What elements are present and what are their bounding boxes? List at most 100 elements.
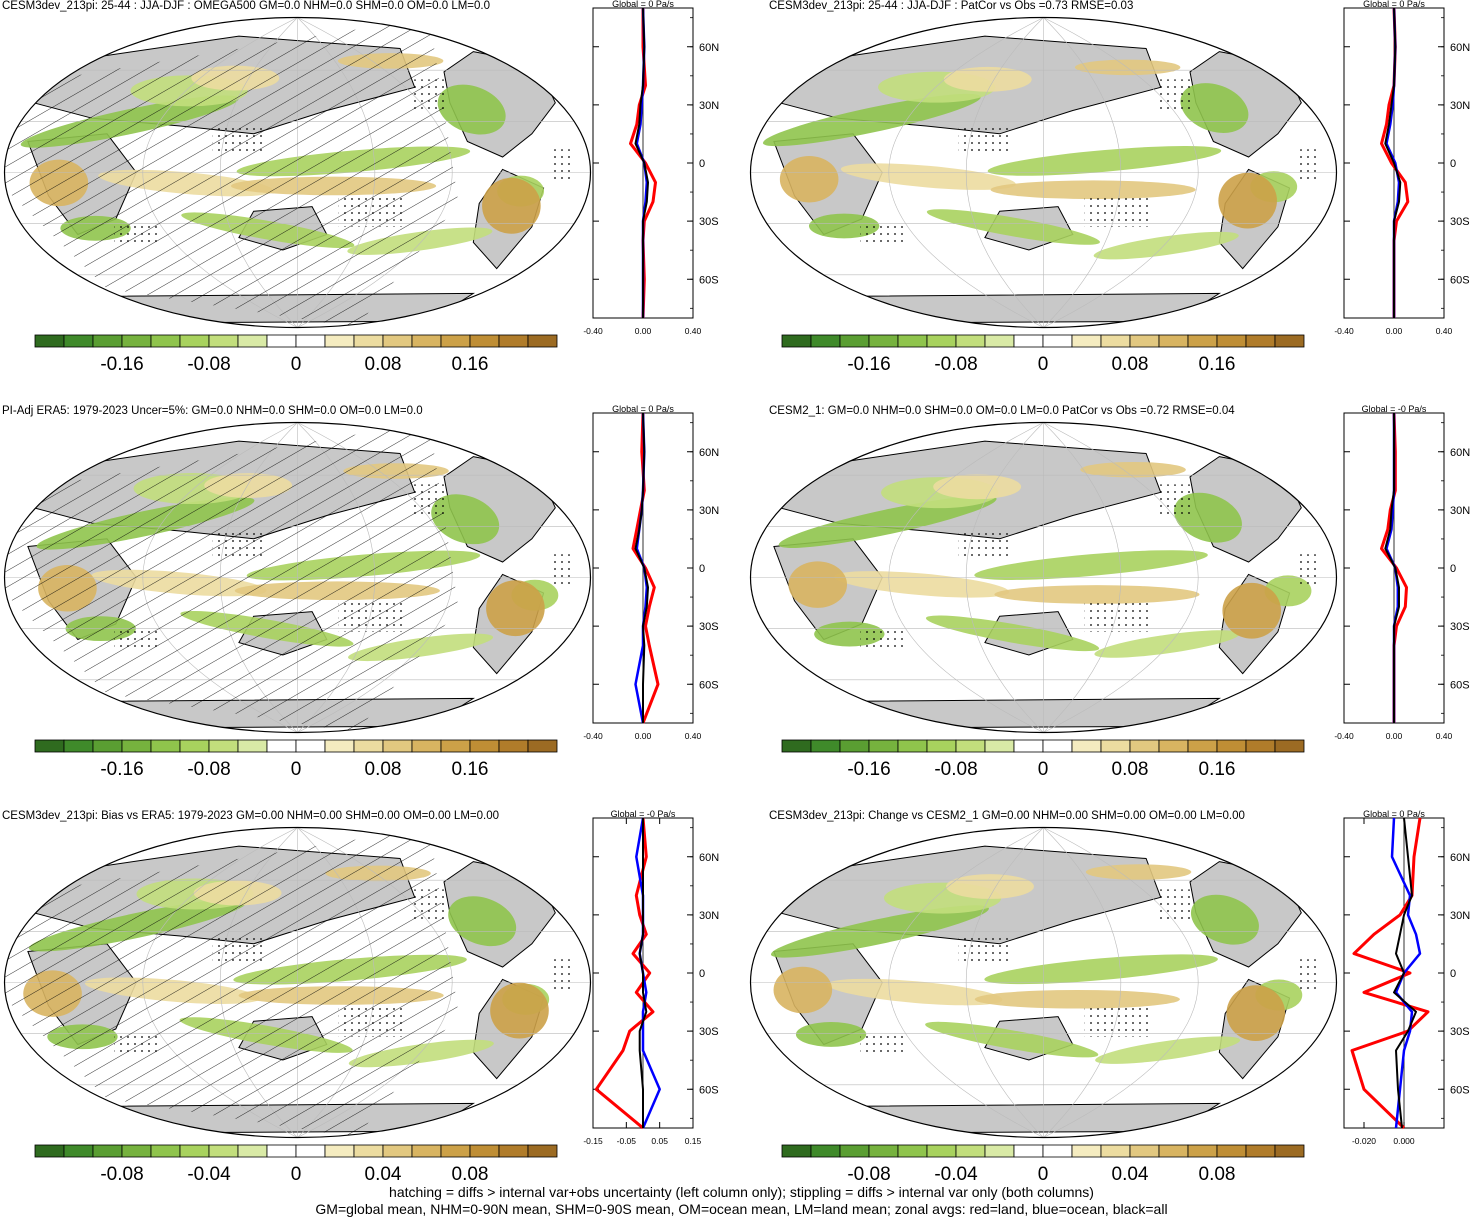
colorbar-tick-label: 0.08 [452, 1164, 489, 1185]
colorbar-swatch [411, 739, 442, 753]
colorbar-tick-label: -0.16 [847, 354, 890, 375]
zonal-plot-title: Global = -0 Pa/s [1362, 405, 1427, 414]
colorbar-swatch [810, 739, 841, 753]
colorbar-tick-label: 0 [291, 759, 302, 780]
colorbar-swatch [121, 1144, 152, 1158]
colorbar-tick-label: 0.08 [1112, 759, 1149, 780]
colorbar-swatch [955, 334, 986, 348]
negative-anomaly-region [762, 93, 981, 147]
panel-title: CESM3dev_213pi: 25-44 : JJA-DJF : PatCor… [769, 0, 1134, 12]
positive-anomaly-region [1080, 461, 1186, 478]
zonal-average-plot: Global = 0 Pa/s 60N 30N 0 30S 60S -0.40 0.00 0.4… [583, 0, 719, 336]
positive-anomaly-region [490, 982, 549, 1039]
zonal-x-tick-label: 0.00 [1386, 731, 1403, 741]
panel-6: CESM3dev_213pi: Change vs CESM2_1 GM=0.0… [741, 810, 1482, 1215]
panel-3: PI-Adj ERA5: 1979-2023 Uncer=5%: GM=0.0 … [0, 405, 741, 810]
all-zonal-avg-line [634, 7, 649, 318]
zonal-lat-tick-label: 60N [699, 42, 719, 54]
colorbar-swatch [121, 334, 152, 348]
colorbar-swatch [1187, 739, 1218, 753]
colorbar-swatch [63, 1144, 94, 1158]
robinson-map [3, 16, 592, 329]
colorbar-swatch [92, 739, 123, 753]
colorbar-swatch [1245, 739, 1276, 753]
zonal-x-tick-label: 0.15 [685, 1136, 702, 1146]
zonal-plot-title: Global = 0 Pa/s [612, 0, 674, 9]
map-outline [749, 826, 1338, 1139]
zonal-lat-tick-label: 0 [1450, 563, 1456, 575]
map-outline [3, 421, 592, 734]
colorbar-swatch [1274, 1144, 1305, 1158]
colorbar-swatch [324, 334, 355, 348]
land-mass [823, 292, 1222, 324]
positive-anomaly-region [779, 155, 839, 203]
colorbar-swatch [897, 1144, 928, 1158]
negative-anomaly-region [925, 615, 1100, 652]
panel-2: CESM3dev_213pi: 25-44 : JJA-DJF : PatCor… [741, 0, 1482, 405]
negative-anomaly-region [1190, 894, 1259, 945]
colorbar-swatch [1216, 334, 1247, 348]
colorbar-swatch [1042, 334, 1073, 348]
negative-anomaly-region [1095, 1036, 1241, 1064]
colorbar-tick-label: 0 [1038, 1164, 1049, 1185]
colorbar-tick-label: -0.08 [187, 759, 230, 780]
zonal-x-tick-label: 0.40 [685, 326, 702, 336]
colorbar-swatch [1187, 334, 1218, 348]
negative-anomaly-region [448, 896, 517, 947]
positive-anomaly-region [943, 66, 1032, 92]
colorbar-swatch [469, 1144, 500, 1158]
all-zonal-avg-line [638, 818, 648, 1128]
zonal-average-plot: Global = 0 Pa/s 60N 30N 0 30S 60S -0.40 0.00 0.4… [1334, 0, 1470, 336]
zonal-x-tick-label: -0.40 [583, 326, 603, 336]
negative-anomaly-region [778, 495, 997, 548]
colorbar-swatch [237, 334, 268, 348]
panel-title: CESM3dev_213pi: Bias vs ERA5: 1979-2023 … [2, 810, 500, 822]
colorbar-swatch [1013, 739, 1044, 753]
map-outline [749, 421, 1338, 734]
robinson-map [3, 826, 592, 1139]
zonal-x-tick-label: 0.40 [685, 731, 702, 741]
colorbar-swatch [984, 334, 1015, 348]
positive-anomaly-region [974, 989, 1180, 1009]
panel-title: PI-Adj ERA5: 1979-2023 Uncer=5%: GM=0.0 … [2, 405, 423, 417]
colorbar-swatch [382, 334, 413, 348]
panel-title: CESM3dev_213pi: 25-44 : JJA-DJF : OMEGA5… [2, 0, 491, 12]
colorbar-tick-label: 0.08 [365, 759, 402, 780]
colorbar-swatch [63, 334, 94, 348]
colorbar-tick-label: 0.08 [1112, 354, 1149, 375]
all-zonal-avg-line [1393, 817, 1417, 1129]
zonal-lat-tick-label: 60S [699, 679, 719, 691]
colorbar-swatch [1071, 739, 1102, 753]
colorbar-swatch [266, 739, 297, 753]
zonal-lat-tick-label: 30N [699, 505, 719, 517]
zonal-lat-tick-label: 60N [1450, 42, 1470, 54]
caption-line-2: GM=global mean, NHM=0-90N mean, SHM=0-90… [315, 1201, 1168, 1217]
zonal-average-plot: Global = 0 Pa/s 60N 30N 0 30S 60S -0.40 0.00 0.4… [583, 405, 719, 741]
zonal-average-plot: Global = 0 Pa/s 60N 30N 0 30S 60S -0.020 0.000 [1343, 810, 1470, 1146]
colorbar-swatch [440, 1144, 471, 1158]
colorbar-swatch [1129, 739, 1160, 753]
colorbar-tick-label: 0.04 [1112, 1164, 1149, 1185]
colorbar: -0.16 -0.08 0 0.08 0.16 [34, 334, 558, 375]
positive-anomaly-region [827, 978, 1003, 1006]
land-mass [823, 1102, 1222, 1134]
colorbar-swatch [1274, 739, 1305, 753]
zonal-plot-title: Global = -0 Pa/s [611, 810, 676, 819]
colorbar-swatch [92, 1144, 123, 1158]
zonal-lat-tick-label: 30N [1450, 100, 1470, 112]
colorbar-tick-label: 0 [291, 354, 302, 375]
colorbar-tick-label: 0.04 [365, 1164, 402, 1185]
colorbar-swatch [498, 1144, 529, 1158]
robinson-map [3, 421, 592, 734]
zonal-lat-tick-label: 60N [1450, 447, 1470, 459]
colorbar-tick-label: 0 [1038, 354, 1049, 375]
zonal-lat-tick-label: 0 [699, 158, 705, 170]
colorbar-swatch [781, 1144, 812, 1158]
zonal-x-tick-label: -0.40 [1334, 326, 1354, 336]
colorbar-swatch [839, 334, 870, 348]
colorbar-swatch [1245, 334, 1276, 348]
hatching [4, 422, 459, 733]
stippling [860, 889, 1316, 1057]
zonal-lat-tick-label: 30N [1450, 505, 1470, 517]
colorbar-swatch [1274, 334, 1305, 348]
